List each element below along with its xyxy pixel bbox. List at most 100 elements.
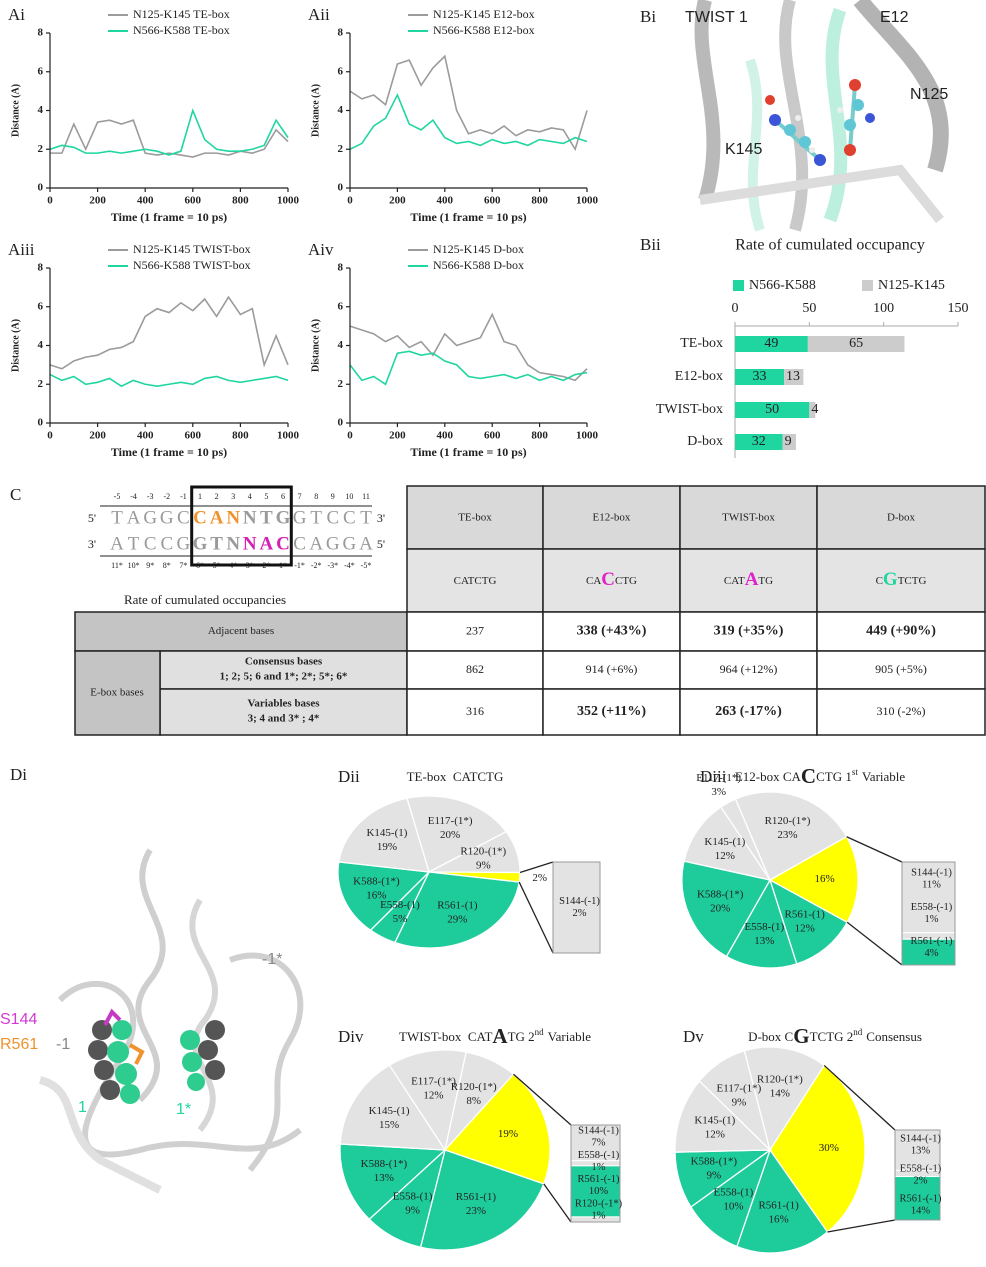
value-label: 49 — [764, 336, 778, 351]
pie-slice — [674, 1080, 772, 1153]
slice-label: K145-(1) — [366, 827, 407, 839]
table-value: 310 (-2%) — [877, 704, 926, 718]
y-axis-title: Distance (A) — [310, 84, 321, 137]
position-number: 1 — [198, 492, 202, 501]
title-part: Consensus — [866, 1029, 922, 1044]
pie-slice — [736, 1148, 829, 1254]
slice-value: 20% — [440, 829, 460, 841]
title-part: CTG — [615, 575, 637, 587]
x-tick-label: 0 — [47, 195, 53, 207]
slice-value: 3% — [711, 786, 726, 798]
row-sublabel: 1; 2; 5; 6 and 1*; 2*; 5*; 6* — [220, 671, 348, 683]
y-tick-label: 0 — [338, 182, 344, 194]
title-part: st — [852, 767, 859, 777]
pie-slice — [337, 861, 431, 932]
x-tick-label: 200 — [389, 195, 406, 207]
column-header: D-box — [887, 512, 916, 524]
panel-label: Aiii — [8, 240, 35, 259]
ribbon — [57, 980, 302, 1158]
slice-label: R561-(1) — [456, 1191, 497, 1203]
title-part: nd — [853, 1027, 863, 1037]
column-header: TE-box — [458, 512, 492, 524]
pie-slice — [725, 878, 798, 969]
bar-segment — [735, 369, 785, 385]
ribbon — [228, 952, 304, 1172]
slice-value: 15% — [379, 1119, 399, 1131]
position-number: -4* — [344, 561, 355, 570]
position-number: 5 — [264, 492, 268, 501]
group-label: E-box bases — [90, 687, 143, 699]
x-tick-label: 800 — [531, 430, 548, 442]
position-number: -2* — [311, 561, 322, 570]
strand-end: 5' — [377, 537, 385, 551]
title-part: TE-box CATCTG — [407, 769, 504, 784]
title-part: A — [492, 1024, 508, 1048]
category-label: D-box — [687, 434, 723, 449]
y-axis-title: Distance (A) — [10, 319, 21, 372]
sequence-piece: NAC — [243, 533, 290, 554]
sequence-piece: GTN — [193, 533, 241, 554]
x-tick-label: 400 — [137, 195, 154, 207]
value-label: 4 — [811, 402, 818, 417]
position-number: -3 — [147, 492, 154, 501]
breakdown-value: 1% — [592, 1162, 606, 1173]
y-tick-label: 0 — [338, 417, 344, 429]
sequence-piece: NTG — [243, 507, 291, 528]
panel-label: Diii — [700, 767, 727, 786]
pie-slice — [338, 797, 430, 873]
position-label: 1 — [78, 1099, 87, 1116]
breakdown-label: R561-(-1) — [911, 936, 953, 947]
breakdown-frame — [570, 1124, 621, 1223]
title-part: TG 2 — [508, 1029, 535, 1044]
slice-value: 13% — [374, 1172, 394, 1184]
title-part: C — [876, 575, 883, 587]
title-part: TG — [758, 575, 773, 587]
line-series — [349, 312, 588, 382]
bar-segment — [782, 434, 796, 450]
title-part: A — [745, 569, 759, 590]
breakdown-value: 13% — [911, 1145, 931, 1156]
line-series — [349, 93, 588, 150]
slice-label: E558-(1) — [393, 1190, 433, 1202]
slice-value: 10% — [723, 1201, 743, 1213]
line-series — [49, 108, 289, 156]
x-tick-label: 150 — [948, 301, 969, 316]
position-number: 7 — [298, 492, 302, 501]
y-tick-label: 4 — [338, 339, 344, 351]
row-header-cell — [159, 650, 408, 690]
title-part: CATCTG — [454, 575, 497, 587]
ribbon — [853, 0, 949, 173]
position-label: -1 — [56, 1036, 70, 1053]
breakdown-label: R561-(-1) — [578, 1174, 620, 1185]
breakdown-label: E558-(-1) — [578, 1150, 620, 1161]
header-cell — [406, 485, 544, 550]
position-number: 10 — [345, 492, 353, 501]
position-number: 10* — [128, 561, 140, 570]
x-axis-title: Time (1 frame = 10 ps) — [111, 445, 227, 459]
sequence-piece: CAN — [193, 507, 240, 528]
table-value: 449 (+90%) — [866, 624, 936, 639]
ribbon — [135, 848, 166, 1103]
slice-value: 16% — [814, 873, 834, 885]
x-axis-title: Time (1 frame = 10 ps) — [410, 445, 526, 459]
bar-segment — [735, 336, 808, 352]
x-tick-label: 0 — [347, 195, 353, 207]
panel-label: Bii — [640, 235, 661, 254]
position-number: 9 — [331, 492, 335, 501]
x-tick-label: 0 — [347, 430, 353, 442]
connector — [846, 836, 903, 863]
panel-label: Dii — [338, 767, 360, 786]
connector — [518, 881, 554, 954]
table-value: 862 — [466, 662, 484, 676]
slice-value: 12% — [715, 850, 735, 862]
slice-value: 5% — [393, 913, 408, 925]
y-tick-label: 6 — [338, 300, 344, 312]
table-cell — [406, 688, 544, 736]
y-tick-label: 8 — [38, 27, 44, 39]
column-header: E12-box — [593, 512, 631, 524]
row-label: Adjacent bases — [208, 625, 274, 637]
bar-segment — [735, 402, 810, 418]
slice-value: 30% — [819, 1142, 839, 1154]
breakdown-segment — [894, 1176, 941, 1221]
breakdown-segment — [570, 1165, 621, 1218]
